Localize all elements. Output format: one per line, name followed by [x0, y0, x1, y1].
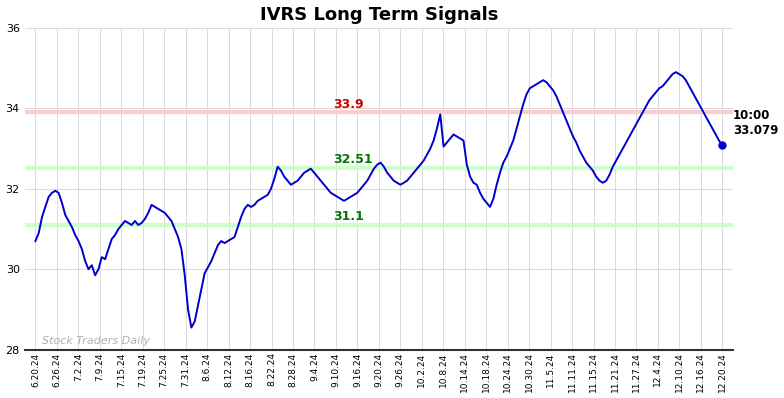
Title: IVRS Long Term Signals: IVRS Long Term Signals	[260, 6, 498, 23]
Text: 10:00
33.079: 10:00 33.079	[733, 109, 779, 137]
Text: 31.1: 31.1	[333, 210, 364, 223]
Text: Stock Traders Daily: Stock Traders Daily	[42, 336, 150, 346]
Text: 32.51: 32.51	[333, 154, 372, 166]
Text: 33.9: 33.9	[333, 98, 364, 111]
